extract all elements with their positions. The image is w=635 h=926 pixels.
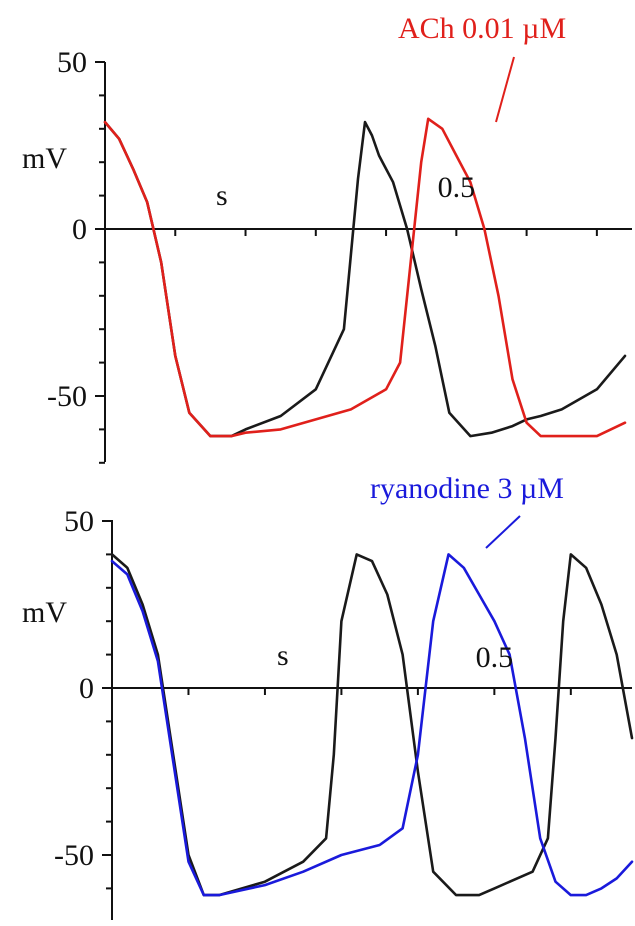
series-line-0: [110, 553, 634, 897]
traces: [110, 553, 634, 897]
x-axis: [112, 687, 632, 695]
y-tick-label: -50: [47, 380, 87, 413]
panel-ryanodine: 50 0 -50 mV s 0.5 ryanodine 3 µM: [22, 472, 634, 920]
y-unit-label: mV: [22, 596, 67, 629]
x-tick-label: 0.5: [438, 171, 476, 204]
x-unit-label: s: [216, 179, 228, 212]
traces: [103, 117, 627, 438]
ryanodine-annotation-pointer: [485, 515, 521, 549]
ach-annotation: ACh 0.01 µM: [398, 12, 566, 45]
y-axis: 50 0 -50: [47, 46, 106, 464]
y-tick-label: 50: [64, 505, 94, 538]
x-tick-label: 0.5: [476, 641, 514, 674]
series-line-1: [110, 553, 634, 897]
y-axis: 50 0 -50: [54, 505, 113, 920]
ryanodine-annotation: ryanodine 3 µM: [370, 472, 564, 505]
x-axis: [105, 228, 632, 236]
panel-ach: 50 0 -50 mV s 0.5 ACh 0.01 µM: [22, 12, 632, 464]
y-tick-label: 0: [72, 213, 87, 246]
y-tick-label: 0: [79, 672, 94, 705]
ach-annotation-pointer: [495, 56, 515, 123]
y-tick-label: -50: [54, 839, 94, 872]
y-unit-label: mV: [22, 142, 67, 175]
series-line-1: [103, 117, 627, 438]
x-unit-label: s: [277, 639, 289, 672]
y-tick-label: 50: [57, 46, 87, 79]
